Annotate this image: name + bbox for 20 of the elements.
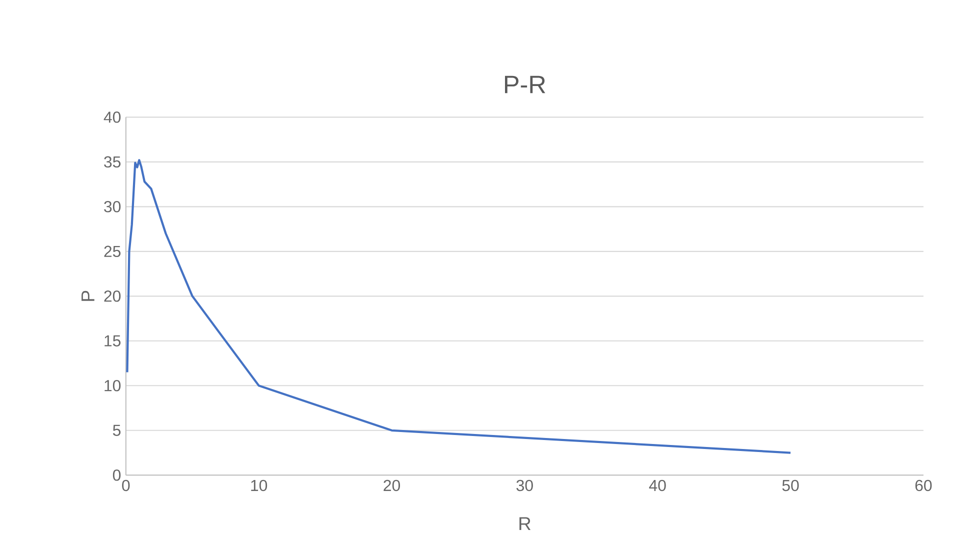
- x-tick-label: 10: [251, 480, 268, 492]
- y-tick-label: 30: [104, 201, 121, 212]
- x-tick-label: 30: [516, 480, 533, 492]
- y-tick-label: 20: [104, 290, 121, 302]
- chart-title: P-R: [505, 76, 546, 94]
- y-axis-title: P: [82, 290, 94, 301]
- x-axis-title: R: [519, 517, 531, 530]
- x-tick-label: 0: [122, 480, 130, 492]
- y-tick-label: 10: [104, 380, 121, 392]
- x-tick-label: 40: [649, 480, 666, 492]
- y-tick-label: 25: [104, 246, 121, 258]
- y-tick-label: 0: [112, 470, 121, 481]
- y-tick-label: 15: [104, 335, 121, 346]
- x-tick-label: 60: [915, 480, 932, 492]
- x-tick-label: 50: [782, 480, 799, 492]
- x-tick-label: 20: [384, 480, 400, 492]
- y-tick-label: 35: [104, 156, 121, 168]
- y-tick-label: 40: [104, 112, 121, 123]
- y-tick-label: 5: [112, 424, 121, 436]
- line-series: [126, 159, 792, 454]
